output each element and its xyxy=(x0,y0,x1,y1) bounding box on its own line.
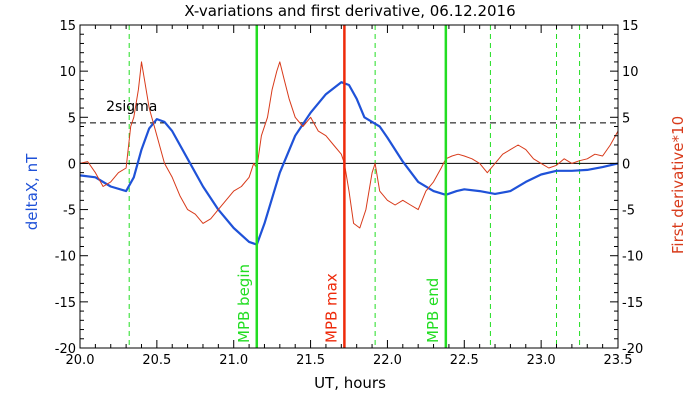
y-tick-label-right: 15 xyxy=(622,19,639,34)
y-tick-label-left: -15 xyxy=(55,296,76,311)
x-tick-label: 21.5 xyxy=(296,353,325,368)
marker-label-mpb-max: MPB max xyxy=(322,273,340,343)
y-axis-label-right: First derivative*10 xyxy=(669,116,687,254)
x-tick-label: 20.5 xyxy=(142,353,171,368)
y-tick-label-left: 0 xyxy=(68,157,76,172)
x-tick-label: 23.0 xyxy=(527,353,556,368)
x-tick-label: 21.0 xyxy=(219,353,248,368)
plot-area: 2sigma MPB begin MPB max MPB end 20.0 20.5 21.… xyxy=(55,19,643,368)
x-tick-label: 23.5 xyxy=(604,353,633,368)
y-tick-label-right: 5 xyxy=(622,111,630,126)
y-tick-label-right: -5 xyxy=(622,204,635,219)
y-tick-label-left: 5 xyxy=(68,111,76,126)
x-tick-label: 20.0 xyxy=(66,353,95,368)
y-tick-label-right: 0 xyxy=(622,157,630,172)
y-tick-label-left: -5 xyxy=(63,204,76,219)
y-tick-label-right: 10 xyxy=(622,65,639,80)
threshold-label: 2sigma xyxy=(106,99,157,115)
y-tick-label-left: 10 xyxy=(59,65,76,80)
chart-title: X-variations and first derivative, 06.12… xyxy=(184,2,515,20)
x-tick-label: 22.5 xyxy=(450,353,479,368)
series-line-derivative xyxy=(79,61,619,229)
marker-label-mpb-begin: MPB begin xyxy=(235,264,253,343)
y-tick-label-left: 15 xyxy=(59,19,76,34)
y-tick-label-left: -10 xyxy=(55,250,76,265)
y-tick-label-left: -20 xyxy=(55,342,76,357)
plot-frame xyxy=(79,24,619,349)
y-axis-label-left: deltaX, nT xyxy=(23,153,41,230)
x-axis-label: UT, hours xyxy=(314,374,386,392)
x-tick-label: 22.0 xyxy=(373,353,402,368)
y-tick-label-right: -15 xyxy=(622,296,643,311)
marker-label-mpb-end: MPB end xyxy=(424,278,442,343)
y-tick-label-right: -20 xyxy=(622,342,643,357)
y-tick-label-right: -10 xyxy=(622,250,643,265)
